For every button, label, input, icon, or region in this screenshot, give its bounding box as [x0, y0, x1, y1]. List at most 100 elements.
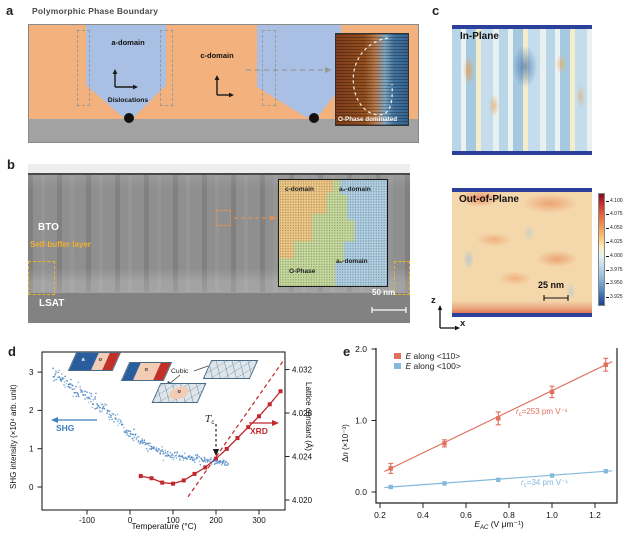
x-tick-label: 1.2: [589, 510, 601, 520]
shg-point: [57, 376, 59, 379]
shg-point: [101, 407, 104, 410]
substrate-layer: [29, 119, 418, 142]
x-tick-label: -100: [79, 516, 96, 525]
shg-point: [209, 460, 211, 463]
xrd-point: [214, 456, 218, 461]
shg-point: [218, 460, 221, 463]
xrd-point: [257, 414, 261, 419]
shg-point: [101, 410, 103, 412]
shg-point: [221, 462, 224, 464]
panel-a-schematic: a-domain c-domain Dislocations O-Phase d…: [28, 24, 419, 143]
buffer-highlight-box: [28, 261, 55, 295]
zoom-source-box: [216, 210, 231, 226]
shg-point: [151, 445, 153, 448]
shg-point: [129, 430, 132, 433]
shg-point: [106, 409, 109, 412]
eac-axis-title: EAC (V μm⁻¹): [437, 519, 561, 531]
tc-annotation: Tc: [205, 409, 214, 427]
panel-b-label: b: [7, 157, 15, 172]
shg-point: [117, 420, 119, 423]
shg-point: [110, 416, 112, 419]
shg-point: [156, 449, 158, 452]
shg-series-label: SHG: [56, 423, 75, 433]
shg-point: [187, 455, 190, 458]
xrd-point: [235, 436, 240, 441]
shg-point: [86, 397, 89, 399]
shg-point: [148, 442, 151, 445]
colorbar-tick-label: 3.975: [610, 266, 623, 273]
shg-point: [202, 460, 205, 463]
panel-b-tem-image: BTO Self-buffer layer LSAT c-domain a₂-d…: [28, 164, 410, 323]
colorbar-tick-label: 3.925: [610, 294, 623, 301]
shg-point: [113, 420, 115, 423]
temperature-axis-title: Temperature (°C): [131, 521, 197, 531]
colorbar-tick-label: 4.075: [610, 211, 623, 218]
shg-point: [97, 404, 99, 407]
shg-point: [146, 442, 148, 445]
shg-point: [92, 398, 94, 401]
shg-point: [150, 447, 152, 450]
xrd-point: [278, 389, 283, 394]
shg-point: [134, 433, 137, 436]
colorbar-tick-mark: [606, 241, 609, 243]
shg-point: [185, 457, 188, 459]
shg-point: [123, 430, 125, 433]
xrd-series-label: XRD: [250, 426, 268, 436]
shg-point: [209, 458, 211, 461]
shg-point: [223, 459, 226, 462]
shg-point: [67, 385, 70, 388]
shg-point: [167, 454, 170, 457]
shg-point: [60, 380, 62, 382]
phase-cartoon-cubic: [202, 360, 259, 379]
data-point: [603, 362, 608, 367]
shg-point: [53, 375, 55, 378]
shg-point: [199, 463, 202, 466]
y-right-tick-label: 4.024: [292, 452, 313, 461]
data-point: [442, 441, 447, 446]
shg-point: [96, 407, 98, 410]
shg-point: [54, 373, 57, 376]
shg-point: [183, 457, 185, 460]
shg-point: [87, 401, 90, 404]
shg-point: [99, 406, 101, 409]
shg-point: [137, 441, 140, 444]
panel-b-inset-domains: c-domain a₂-domain O-Phase a₁-domain: [278, 179, 388, 287]
shg-point: [114, 417, 117, 420]
shg-point: [201, 460, 204, 462]
shg-point: [58, 376, 61, 378]
xrd-point: [160, 480, 165, 485]
lsat-label: LSAT: [39, 298, 65, 309]
shg-point: [222, 461, 225, 463]
shg-point: [55, 378, 58, 381]
inset-a2-domain-label: a₂-domain: [339, 186, 371, 193]
shg-point: [145, 442, 148, 445]
data-point: [549, 389, 555, 395]
shg-point: [105, 404, 108, 406]
shg-point: [88, 391, 91, 394]
dislocation-dot: [309, 113, 319, 123]
shg-point: [162, 453, 164, 455]
scale-bar: [543, 295, 569, 301]
shg-point: [54, 373, 56, 376]
lattice-axis-title: Lattice constant (Å): [304, 382, 313, 451]
shg-point: [131, 433, 134, 436]
legend-item-100: E along <100>: [394, 361, 461, 371]
shg-point: [144, 443, 146, 446]
shg-point: [181, 454, 183, 457]
shg-point: [84, 394, 87, 396]
shg-point: [206, 460, 209, 463]
shg-point: [136, 436, 139, 438]
lsat-substrate-region: [28, 292, 410, 323]
shg-point: [196, 457, 199, 459]
panel-a-inset-image: O-Phase dominated: [335, 33, 409, 126]
shg-point: [94, 398, 96, 400]
shg-point: [78, 395, 80, 398]
shg-point: [160, 450, 162, 452]
y-left-tick-label: 1: [29, 445, 34, 454]
shg-point: [131, 437, 134, 440]
surface-strip: [28, 164, 410, 173]
shg-point: [222, 459, 225, 461]
shg-point: [55, 370, 57, 372]
shg-point: [147, 442, 150, 445]
